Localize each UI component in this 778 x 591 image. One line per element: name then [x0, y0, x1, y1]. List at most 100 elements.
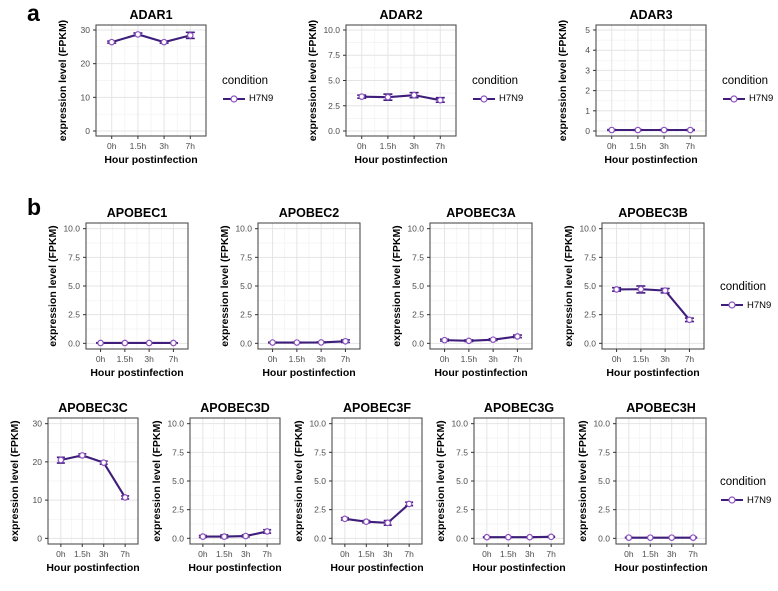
data-points [625, 534, 697, 541]
y-tick-label: 10.0 [63, 224, 80, 234]
y-tick-label: 4 [585, 45, 590, 55]
legend-label: H7N9 [747, 299, 772, 311]
data-point [526, 533, 534, 541]
y-tick-label: 5.0 [68, 281, 80, 291]
y-axis-label: expression level (FPKM) [307, 20, 319, 141]
data-point [199, 533, 207, 540]
x-tick-label: 3h [99, 549, 109, 559]
y-tick-label: 2.5 [172, 505, 184, 515]
x-tick-label: 1.5h [117, 354, 134, 364]
x-tick-label: 7h [120, 549, 130, 559]
y-tick-label: 0.0 [68, 338, 80, 348]
x-tick-label: 7h [341, 354, 351, 364]
x-tick-label: 0h [482, 549, 492, 559]
y-tick-label: 2.5 [328, 101, 340, 111]
y-tick-label: 0.0 [328, 126, 340, 136]
data-point [547, 533, 555, 541]
axis-ticks [471, 423, 552, 547]
data-point [134, 31, 142, 38]
data-point [293, 339, 301, 346]
chart-apobec3f: 0.0 2.5 5.0 7.5 10.0 0h 1.5h 3h 7h APOBEC3F Hour p… [292, 400, 428, 582]
y-tick-label: 7.5 [598, 447, 610, 457]
chart-canvas-adar3: 0 1 2 3 4 5 0h 1.5h 3h 7h ADAR3 Hour postinfection e… [557, 8, 707, 166]
data-point [145, 339, 153, 347]
x-axis-label: Hour postinfection [188, 562, 281, 574]
x-tick-label: 3h [383, 549, 393, 559]
legend-key-icon [721, 496, 743, 504]
x-tick-label: 0h [96, 354, 106, 364]
y-tick-label: 5.0 [598, 476, 610, 486]
data-point [504, 533, 512, 541]
x-tick-label: 1.5h [358, 549, 375, 559]
data-point [121, 339, 129, 347]
x-tick-label: 3h [667, 549, 677, 559]
chart-canvas-adar1: 0 10 20 30 0h 1.5h 3h 7h ADAR1 Hour postinfection… [57, 8, 207, 166]
x-axis-label: Hour postinfection [354, 154, 447, 166]
x-axis-label: Hour postinfection [606, 367, 699, 379]
data-point [625, 534, 633, 541]
y-tick-label: 10.0 [323, 25, 340, 35]
x-axis-label: Hour postinfection [434, 367, 527, 379]
data-point [637, 285, 645, 293]
data-point [441, 336, 448, 344]
y-tick-label: 7.5 [314, 447, 326, 457]
y-tick-label: 0.0 [240, 338, 252, 348]
x-tick-label: 7h [404, 549, 414, 559]
chart-adar2: 0.0 2.5 5.0 7.5 10.0 0h 1.5h 3h 7h ADAR2 Hour post… [306, 7, 530, 172]
y-tick-label: 30 [33, 419, 43, 429]
chart-title: APOBEC3A [446, 206, 515, 220]
y-tick-label: 10.0 [579, 224, 596, 234]
x-tick-label: 7h [685, 354, 695, 364]
data-point [220, 533, 228, 540]
x-tick-label: 3h [159, 141, 169, 151]
y-tick-label: 10.0 [407, 224, 424, 234]
x-tick-label: 3h [488, 354, 498, 364]
legend-title: condition [472, 74, 519, 87]
y-tick-label: 5.0 [172, 476, 184, 486]
legend: condition H7N9 [720, 281, 778, 311]
chart-title: APOBEC3D [200, 401, 269, 415]
y-tick-label: 5.0 [328, 76, 340, 86]
x-tick-label: 0h [56, 549, 66, 559]
data-point [660, 126, 668, 134]
axis-ticks [45, 423, 126, 547]
legend-title: condition [720, 476, 767, 488]
y-tick-label: 10 [81, 92, 91, 102]
data-point [342, 337, 349, 345]
x-tick-label: 7h [262, 549, 272, 559]
x-tick-label: 1.5h [216, 549, 233, 559]
chart-canvas-apobec3c: 0 10 20 30 0h 1.5h 3h 7h APOBEC3C Hour postinfect… [9, 401, 140, 574]
data-points [358, 91, 444, 104]
data-point [100, 459, 108, 466]
y-axis-label: expression level (FPKM) [47, 225, 59, 346]
y-axis-label: expression level (FPKM) [557, 20, 569, 141]
chart-apobec3d: 0.0 2.5 5.0 7.5 10.0 0h 1.5h 3h 7h APOBEC3D Hour p… [150, 400, 286, 582]
chart-canvas-apobec3d: 0.0 2.5 5.0 7.5 10.0 0h 1.5h 3h 7h APOBEC3D Hour p… [151, 401, 282, 574]
y-tick-label: 2.5 [584, 310, 596, 320]
data-point [483, 533, 491, 541]
axis-ticks [255, 228, 346, 352]
y-tick-label: 0.0 [314, 533, 326, 543]
chart-title: APOBEC3G [484, 401, 554, 415]
series-line [360, 94, 442, 102]
x-axis-label: Hour postinfection [614, 562, 707, 574]
data-point [613, 286, 620, 293]
legend-title: condition [222, 74, 269, 87]
chart-title: APOBEC3B [618, 206, 687, 220]
data-point [269, 339, 276, 346]
x-axis-label: Hour postinfection [330, 562, 423, 574]
y-axis-label: expression level (FPKM) [219, 225, 231, 346]
chart-title: ADAR1 [129, 8, 172, 22]
chart-title: APOBEC3C [58, 401, 127, 415]
grid-minor [96, 25, 206, 136]
x-tick-label: 0h [107, 141, 117, 151]
data-point [686, 126, 694, 134]
data-point [97, 339, 104, 347]
data-points [613, 285, 693, 324]
y-tick-label: 5.0 [584, 281, 596, 291]
legend-key-icon [723, 94, 745, 103]
chart-canvas-apobec3a: 0.0 2.5 5.0 7.5 10.0 0h 1.5h 3h 7h APOBEC3A Hour p… [391, 206, 533, 379]
legend-title: condition [720, 281, 767, 293]
y-tick-label: 5 [585, 25, 590, 35]
x-tick-label: 1.5h [289, 354, 306, 364]
